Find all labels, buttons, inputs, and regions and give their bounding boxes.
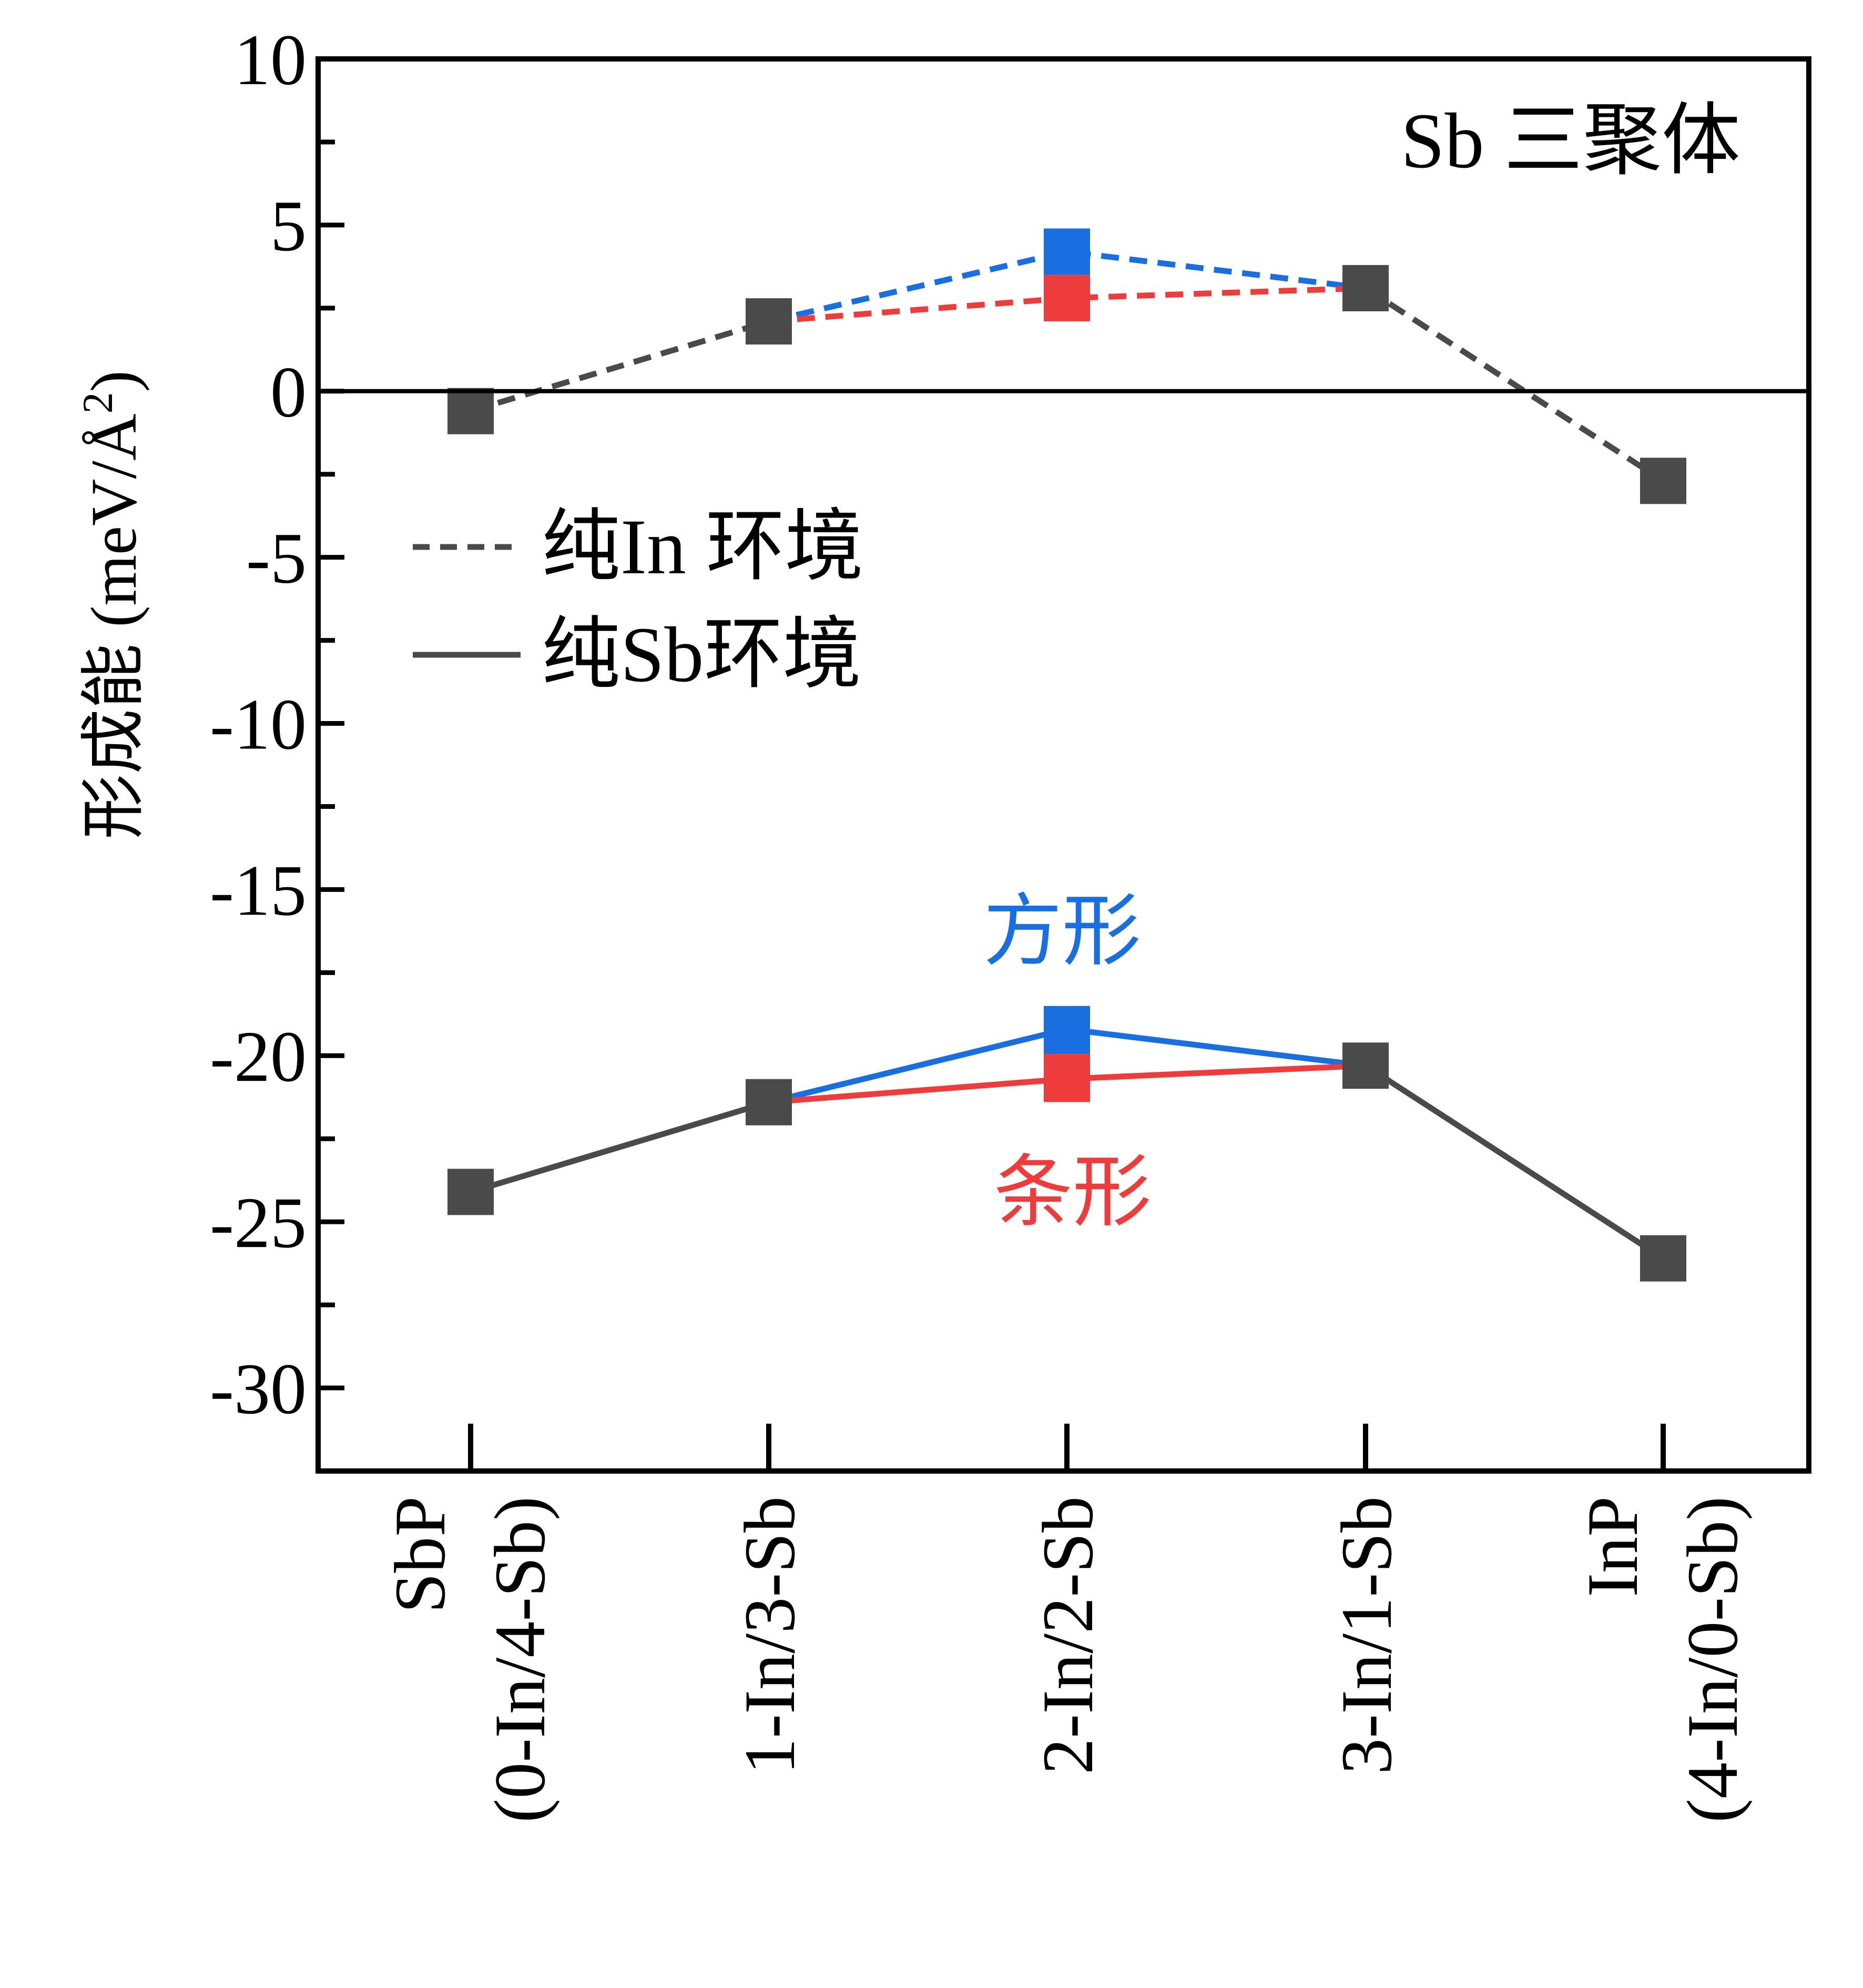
data-marker [447,388,494,434]
y-tick-label: 10 [234,19,307,100]
y-tick-label: 0 [270,352,307,432]
y-tick-label: -25 [210,1182,307,1263]
y-tick-label: 5 [270,186,307,266]
x-tick-label-sub: (4-In/0-Sb) [1672,1496,1753,1823]
data-marker-stripe-type [1044,1054,1090,1102]
y-axis-label: 形成能 (meV/Å2) [74,370,150,839]
x-tick-label: 3-In/1-Sb [1326,1496,1407,1774]
series-line [470,318,770,414]
data-marker-square-type [1044,1006,1090,1054]
data-marker [1640,1235,1686,1282]
data-marker [1640,458,1686,504]
data-marker [746,1079,792,1125]
data-marker [447,1169,494,1215]
legend-label-sb-env: 纯Sb环境 [542,611,861,698]
data-marker-stripe-type [1044,275,1090,321]
legend: 纯In 环境 纯Sb环境 [413,503,863,698]
series-line [768,248,1366,324]
data-marker [1342,265,1389,311]
corner-label: Sb 三聚体 [1401,97,1740,185]
data-marker [1342,1042,1389,1089]
y-tick-label: -20 [210,1016,307,1097]
annotation-stripe: 条形 [994,1149,1152,1236]
x-tick-label-sub: (0-In/4-Sb) [480,1496,560,1823]
data-marker-square-type [1044,228,1090,275]
series-line [1364,286,1665,483]
plot-frame [315,56,1811,1474]
y-tick-label: -15 [210,850,307,930]
x-tick-label: SbP [380,1496,460,1614]
series-line [1364,1063,1665,1261]
y-axis-label-superscript: 2 [74,392,121,413]
y-axis: 10 5 0 -5 -10 -15 -20 -25 -30 [210,19,344,1429]
data-markers [447,228,1686,1282]
x-tick-label: 1-In/3-Sb [729,1496,810,1774]
data-marker [746,298,792,345]
series-lines [470,248,1665,1261]
y-tick-label: -10 [210,684,307,765]
legend-label-in-env: 纯In 环境 [542,503,863,591]
x-tick-label: 2-In/2-Sb [1027,1496,1108,1774]
series-line [470,1099,770,1195]
annotation-square: 方形 [983,888,1141,976]
y-axis-label-main: 形成能 (meV/Å [78,413,150,839]
y-tick-label: -30 [210,1348,307,1429]
y-tick-label: -5 [246,518,307,599]
x-axis: SbP (0-In/4-Sb) 1-In/3-Sb 2-In/2-Sb 3-In/1-S… [380,1424,1753,1823]
x-tick-label: InP [1572,1496,1653,1597]
y-axis-label-close: ) [78,370,150,392]
